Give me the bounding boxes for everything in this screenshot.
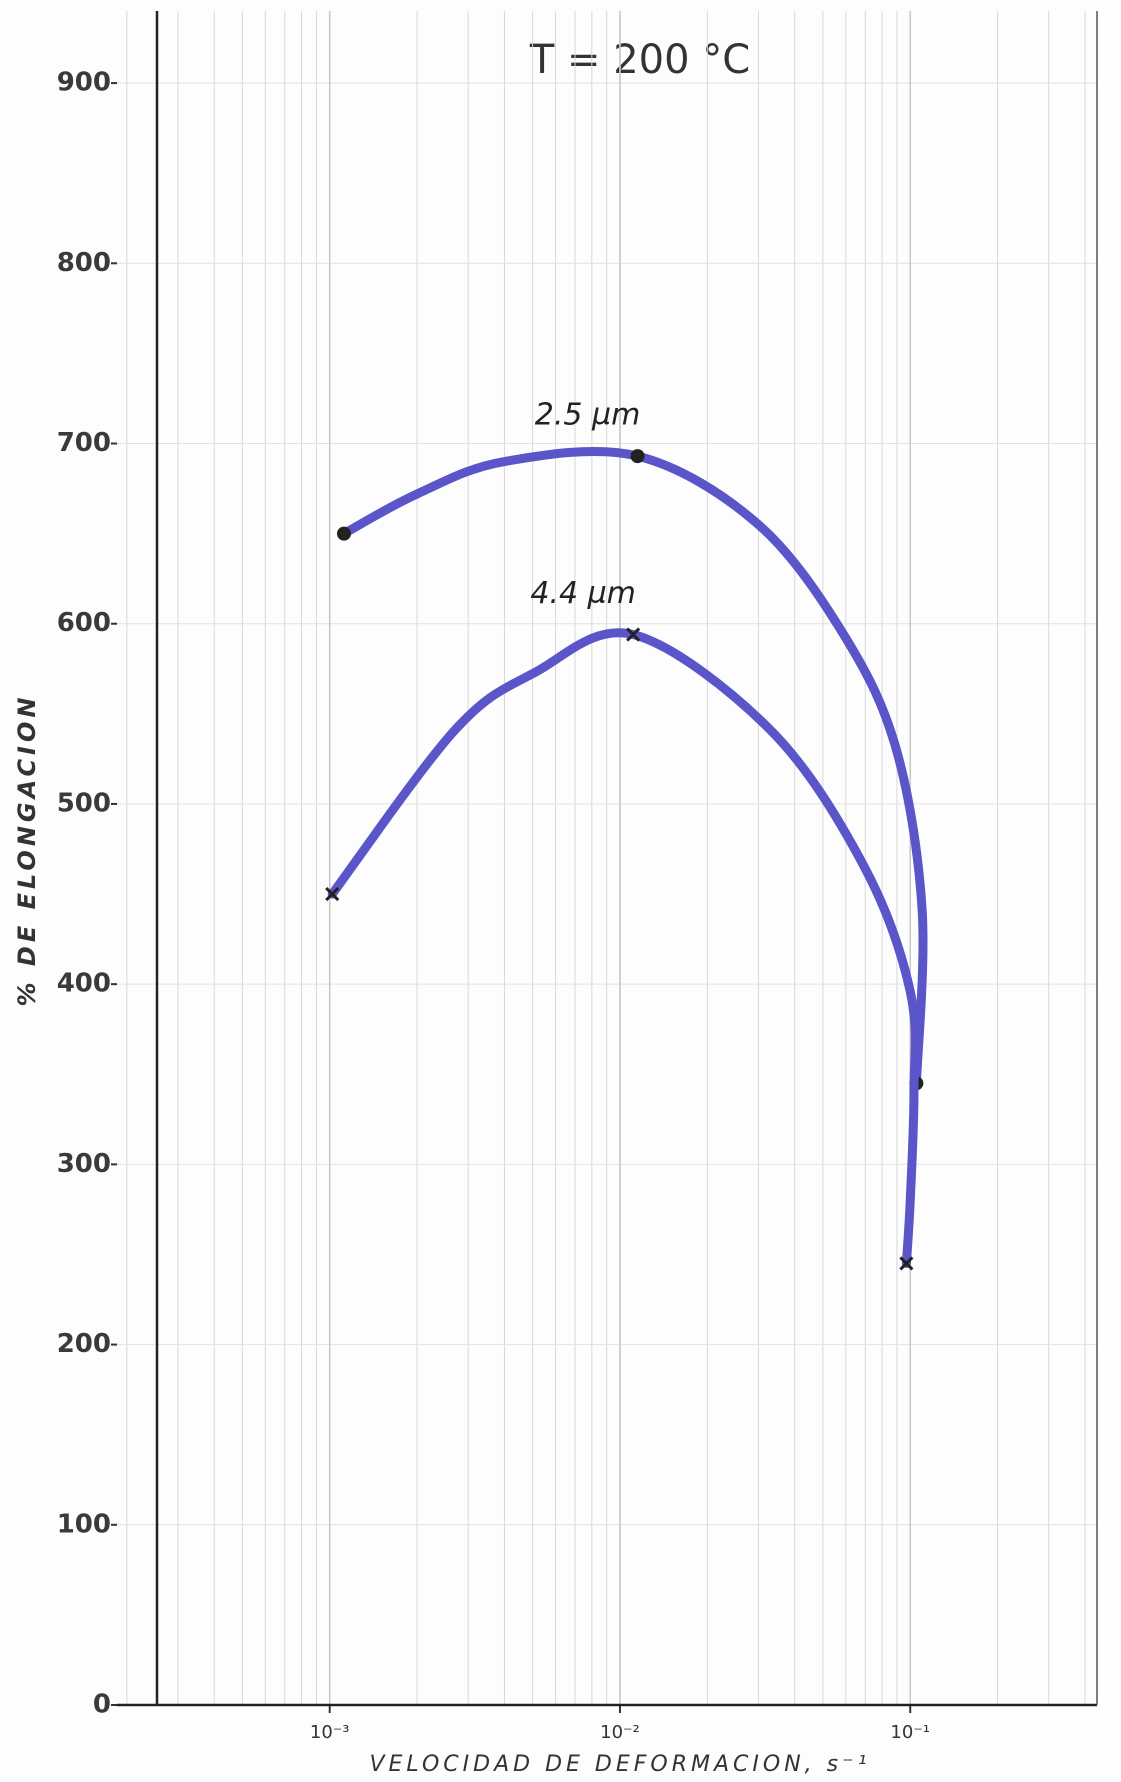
y-tick-label: 300 [57, 1149, 111, 1179]
data-point [336, 526, 351, 541]
y-tick-label: 500 [57, 788, 111, 818]
y-tick-label: 100 [57, 1509, 111, 1539]
y-tick-label: 400 [57, 969, 111, 999]
data-point [626, 627, 641, 642]
y-tick-label: 600 [57, 608, 111, 638]
series-label: 2.5 µm [535, 398, 641, 433]
y-tick-label: 800 [57, 248, 111, 278]
x-axis-label: VELOCIDAD DE DEFORMACION, s⁻¹ [369, 1752, 870, 1777]
y-tick-label: 700 [57, 428, 111, 458]
series-line [339, 446, 928, 1088]
x-tick-label: 10⁻³ [310, 1722, 350, 1743]
series-line [327, 628, 920, 1268]
data-point [325, 886, 340, 902]
data-point [630, 449, 645, 464]
series-label: 4.4 µm [530, 576, 636, 611]
data-point [899, 1256, 914, 1271]
y-tick-label: 200 [57, 1329, 111, 1359]
y-tick-label: 0 [93, 1690, 111, 1720]
x-tick-label: 10⁻¹ [890, 1722, 930, 1743]
y-tick-label: 900 [57, 68, 111, 98]
chart-title: T = 200 °C [529, 37, 750, 83]
x-tick-label: 10⁻² [600, 1722, 640, 1743]
y-axis-label: % DE ELONGACION [13, 694, 41, 1007]
